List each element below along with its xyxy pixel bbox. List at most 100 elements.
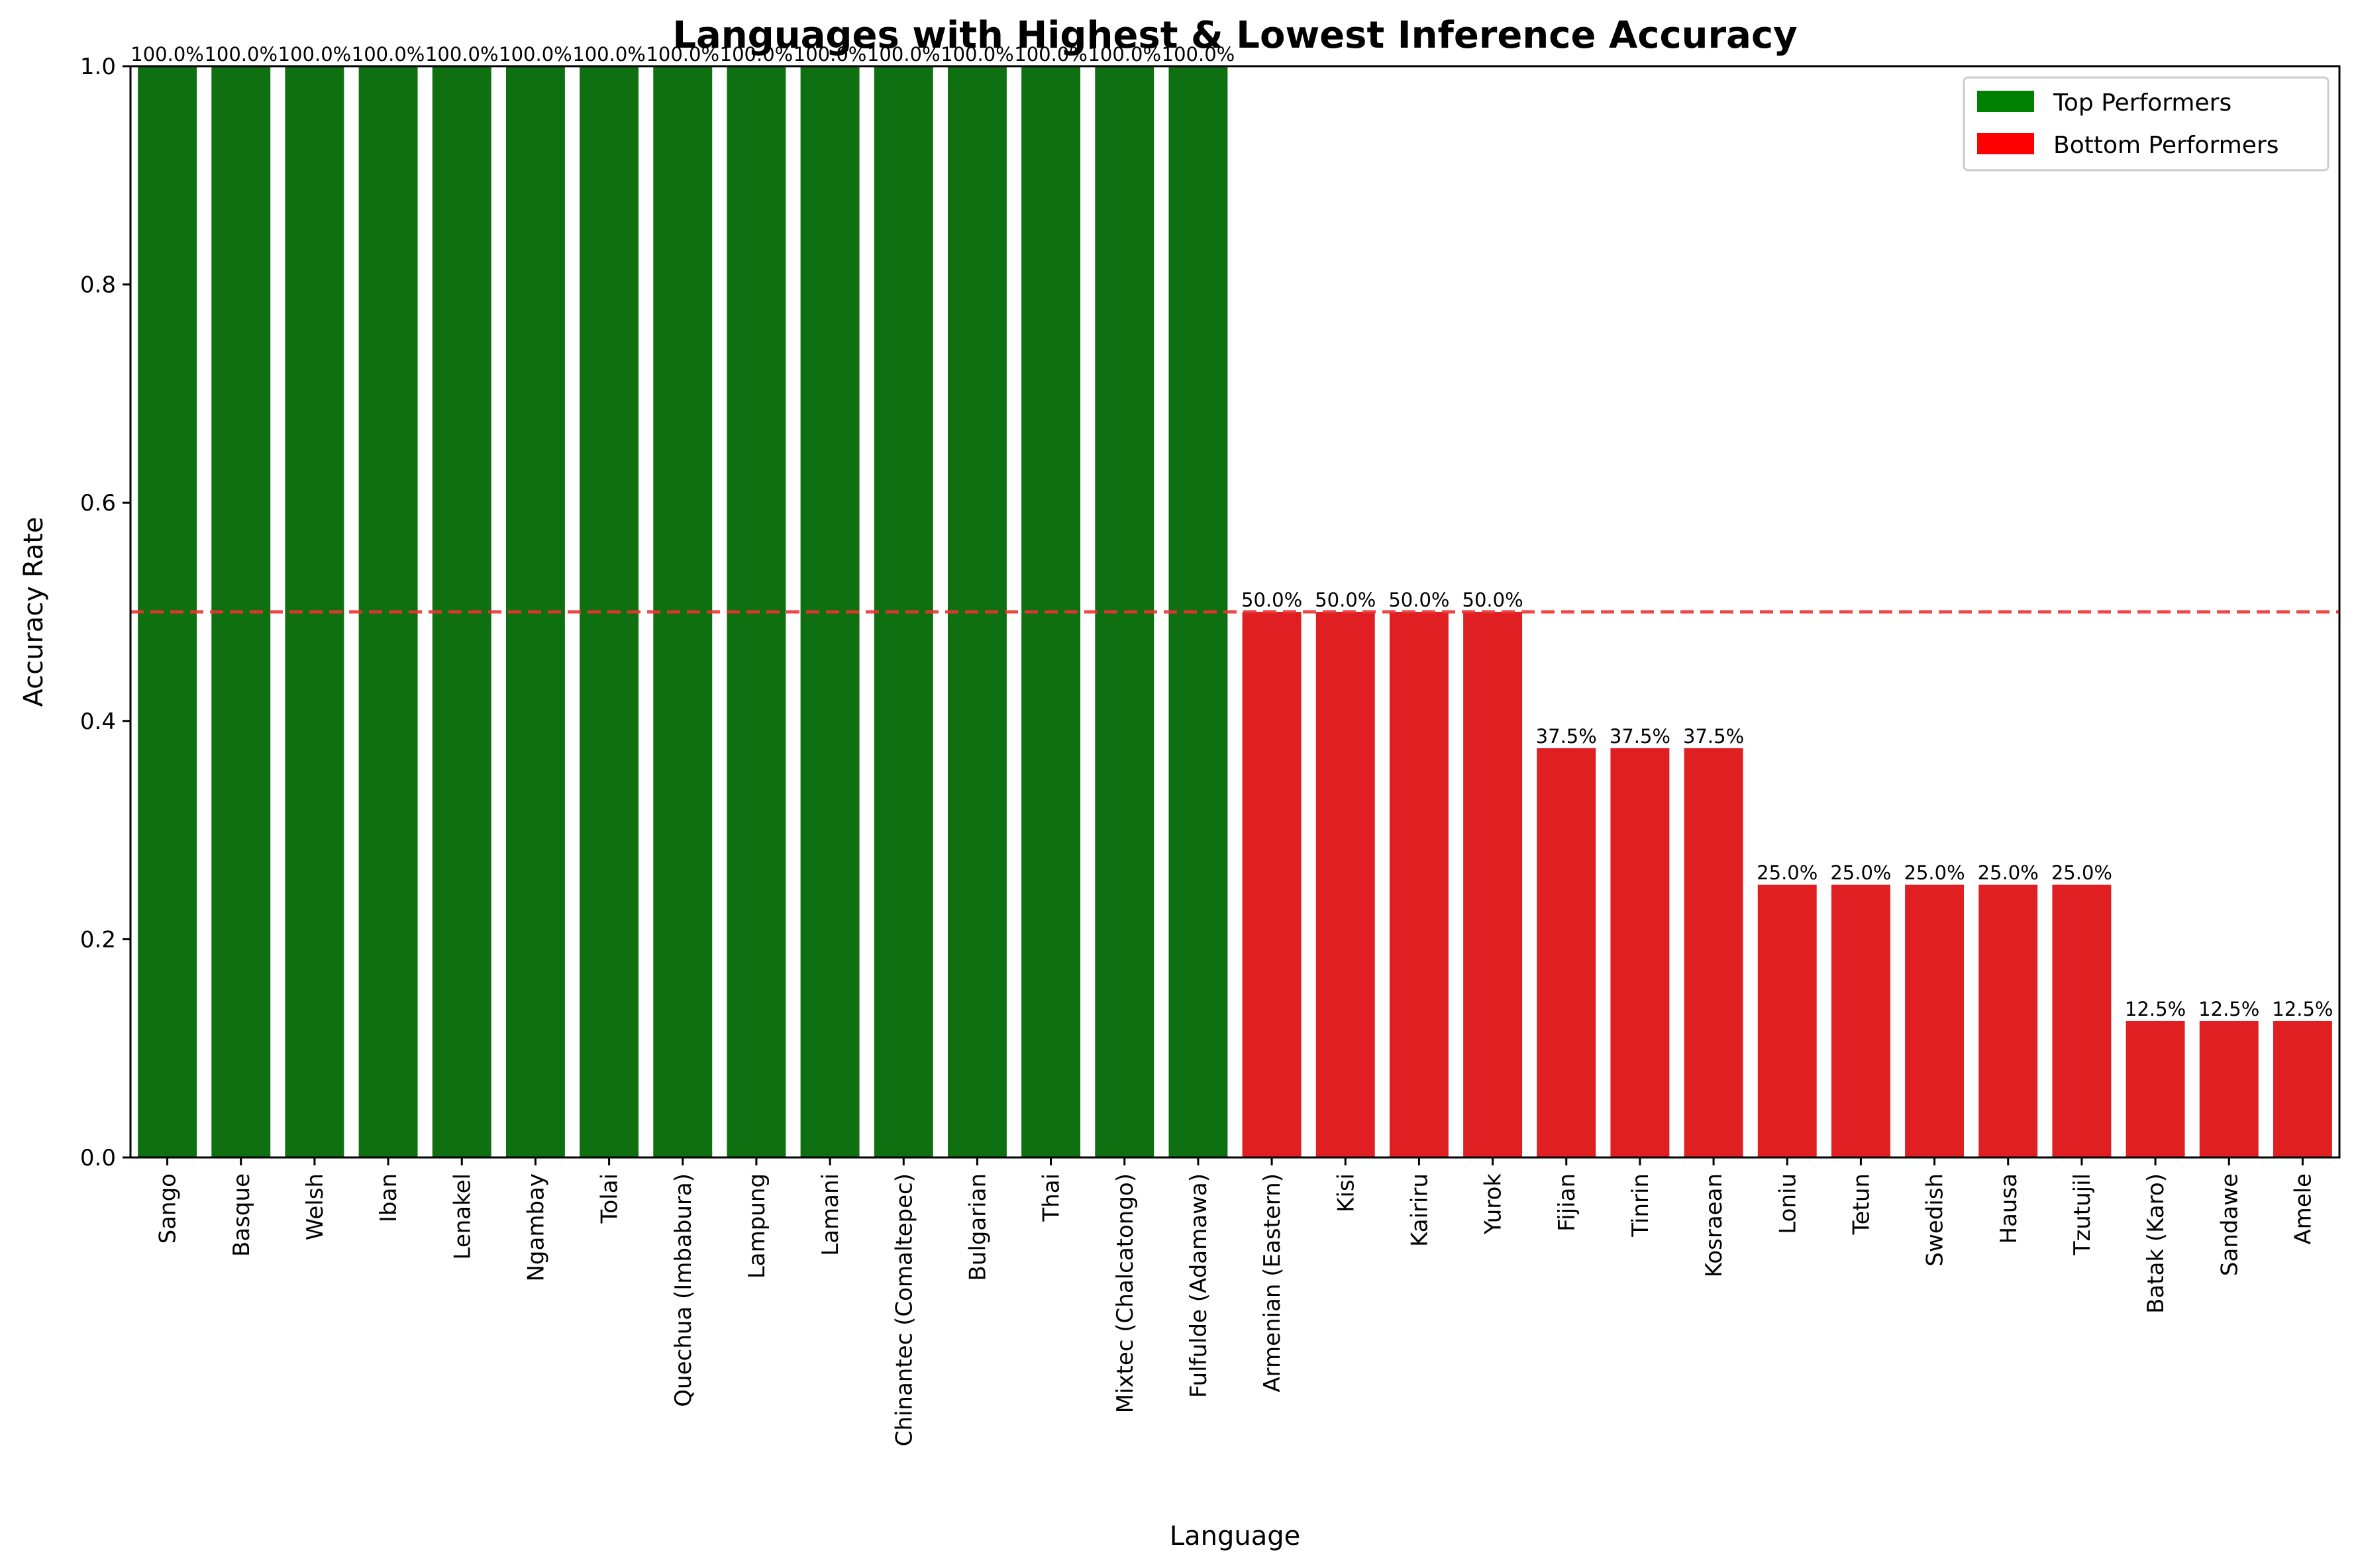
legend-swatch-bottom bbox=[1977, 133, 2034, 154]
bar bbox=[358, 66, 418, 1157]
x-tick-label: Welsh bbox=[302, 1173, 329, 1240]
bar bbox=[138, 66, 197, 1157]
x-tick-label: Batak (Karo) bbox=[2143, 1173, 2169, 1314]
bar bbox=[1831, 885, 1890, 1157]
x-tick-label: Tzutujil bbox=[2069, 1173, 2096, 1255]
x-tick-label: Amele bbox=[2290, 1173, 2316, 1245]
bar-value-label: 100.0% bbox=[352, 43, 425, 66]
bar-value-label: 25.0% bbox=[1757, 861, 1818, 884]
bar-value-label: 25.0% bbox=[1904, 861, 1965, 884]
bar-value-label: 50.0% bbox=[1241, 589, 1302, 611]
x-tick-label: Tolai bbox=[597, 1173, 623, 1224]
y-tick-label: 0.0 bbox=[80, 1145, 116, 1171]
x-tick-label: Chinantec (Comaltepec) bbox=[891, 1173, 917, 1446]
legend: Top Performers Bottom Performers bbox=[1963, 76, 2330, 172]
x-tick-label: Ngambay bbox=[523, 1173, 549, 1282]
bar-value-label: 100.0% bbox=[425, 43, 499, 66]
bar-value-label: 50.0% bbox=[1462, 589, 1523, 611]
x-tick-label: Kosraean bbox=[1701, 1173, 1727, 1277]
bar bbox=[1168, 66, 1228, 1157]
bar-value-label: 50.0% bbox=[1315, 589, 1376, 611]
bar-value-label: 12.5% bbox=[2125, 998, 2186, 1020]
legend-box bbox=[1963, 76, 2330, 172]
bar-value-label: 100.0% bbox=[794, 43, 867, 66]
x-tick-label: Iban bbox=[376, 1173, 402, 1222]
bar-value-label: 100.0% bbox=[278, 43, 352, 66]
x-tick-label: Thai bbox=[1039, 1173, 1065, 1222]
bar bbox=[1978, 885, 2038, 1157]
x-tick-label: Loniu bbox=[1774, 1173, 1801, 1234]
x-tick-label: Sango bbox=[155, 1173, 181, 1244]
bar-labels-layer: 100.0% 100.0% 100.0% 100.0% 100.0% 100.0% 100.… bbox=[130, 43, 2333, 1020]
bar-value-label: 37.5% bbox=[1536, 725, 1597, 748]
bar-value-label: 100.0% bbox=[499, 43, 572, 66]
bar-value-label: 37.5% bbox=[1610, 725, 1670, 748]
x-tick-label: Hausa bbox=[1996, 1173, 2022, 1244]
bar-value-label: 100.0% bbox=[646, 43, 719, 66]
bar-value-label: 100.0% bbox=[1088, 43, 1161, 66]
x-tick-label: Swedish bbox=[1922, 1173, 1949, 1267]
x-tick-label: Fijian bbox=[1554, 1173, 1580, 1232]
bar-value-label: 100.0% bbox=[1162, 43, 1235, 66]
x-tick-label: Fulfulde (Adamawa) bbox=[1186, 1173, 1212, 1398]
bar bbox=[1537, 748, 1596, 1157]
x-tick-label: Armenian (Eastern) bbox=[1259, 1173, 1286, 1393]
y-tick-label: 0.6 bbox=[80, 490, 116, 516]
plot-frame bbox=[129, 65, 2341, 1159]
bar bbox=[2199, 1021, 2259, 1157]
bar bbox=[1905, 885, 1965, 1157]
x-axis-label: Language bbox=[1170, 1521, 1300, 1551]
y-axis: 0.0 0.2 0.4 0.6 0.8 1.0 bbox=[80, 54, 130, 1171]
bar-value-label: 12.5% bbox=[2272, 998, 2333, 1020]
x-tick-label: Lampung bbox=[744, 1173, 770, 1279]
x-tick-label: Quechua (Imbabura) bbox=[670, 1173, 697, 1407]
bar-value-label: 100.0% bbox=[130, 43, 204, 66]
bar-value-label: 100.0% bbox=[572, 43, 646, 66]
legend-label-top: Top Performers bbox=[2053, 89, 2231, 117]
x-tick-label: Kairiru bbox=[1406, 1173, 1433, 1247]
x-axis: Sango Basque Welsh Iban Lenakel Ngambay Tolai Q… bbox=[155, 1157, 2316, 1446]
bar-value-label: 100.0% bbox=[941, 43, 1014, 66]
y-tick-label: 1.0 bbox=[80, 54, 116, 80]
legend-label-bottom: Bottom Performers bbox=[2053, 132, 2279, 159]
legend-swatch-top bbox=[1977, 91, 2034, 112]
x-tick-label: Bulgarian bbox=[964, 1173, 991, 1281]
x-tick-label: Yurok bbox=[1480, 1173, 1507, 1235]
bar-value-label: 50.0% bbox=[1388, 589, 1449, 611]
bar bbox=[2126, 1021, 2185, 1157]
y-tick-label: 0.8 bbox=[80, 272, 116, 299]
bar bbox=[2273, 1021, 2332, 1157]
y-axis-label: Accuracy Rate bbox=[19, 516, 49, 707]
bar bbox=[874, 66, 933, 1157]
bar bbox=[1463, 612, 1523, 1157]
bar bbox=[1315, 612, 1375, 1157]
x-tick-label: Sandawe bbox=[2216, 1173, 2243, 1276]
x-tick-label: Basque bbox=[229, 1173, 255, 1257]
bar bbox=[1389, 612, 1449, 1157]
bar bbox=[1684, 748, 1743, 1157]
bar bbox=[1610, 748, 1670, 1157]
bar-value-label: 12.5% bbox=[2198, 998, 2259, 1020]
x-tick-label: Tetun bbox=[1848, 1173, 1874, 1235]
x-tick-label: Mixtec (Chalcatongo) bbox=[1112, 1173, 1139, 1413]
bar-value-label: 100.0% bbox=[867, 43, 941, 66]
x-tick-label: Tinrin bbox=[1627, 1173, 1654, 1238]
bar-value-label: 100.0% bbox=[1014, 43, 1088, 66]
chart-title: Languages with Highest & Lowest Inferenc… bbox=[672, 14, 1797, 57]
bar-value-label: 25.0% bbox=[1830, 861, 1891, 884]
x-tick-label: Lenakel bbox=[449, 1173, 476, 1260]
bar-value-label: 100.0% bbox=[204, 43, 278, 66]
bar-value-label: 25.0% bbox=[2051, 861, 2112, 884]
y-tick-label: 0.4 bbox=[80, 709, 116, 735]
x-tick-label: Lamani bbox=[817, 1173, 844, 1256]
bar bbox=[2052, 885, 2112, 1157]
bar-value-label: 100.0% bbox=[720, 43, 794, 66]
bar-value-label: 37.5% bbox=[1683, 725, 1744, 748]
y-tick-label: 0.2 bbox=[80, 926, 116, 953]
bar-value-label: 25.0% bbox=[1978, 861, 2039, 884]
bar bbox=[1757, 885, 1817, 1157]
x-tick-label: Kisi bbox=[1333, 1173, 1359, 1212]
bar bbox=[1242, 612, 1302, 1157]
bar bbox=[653, 66, 713, 1157]
